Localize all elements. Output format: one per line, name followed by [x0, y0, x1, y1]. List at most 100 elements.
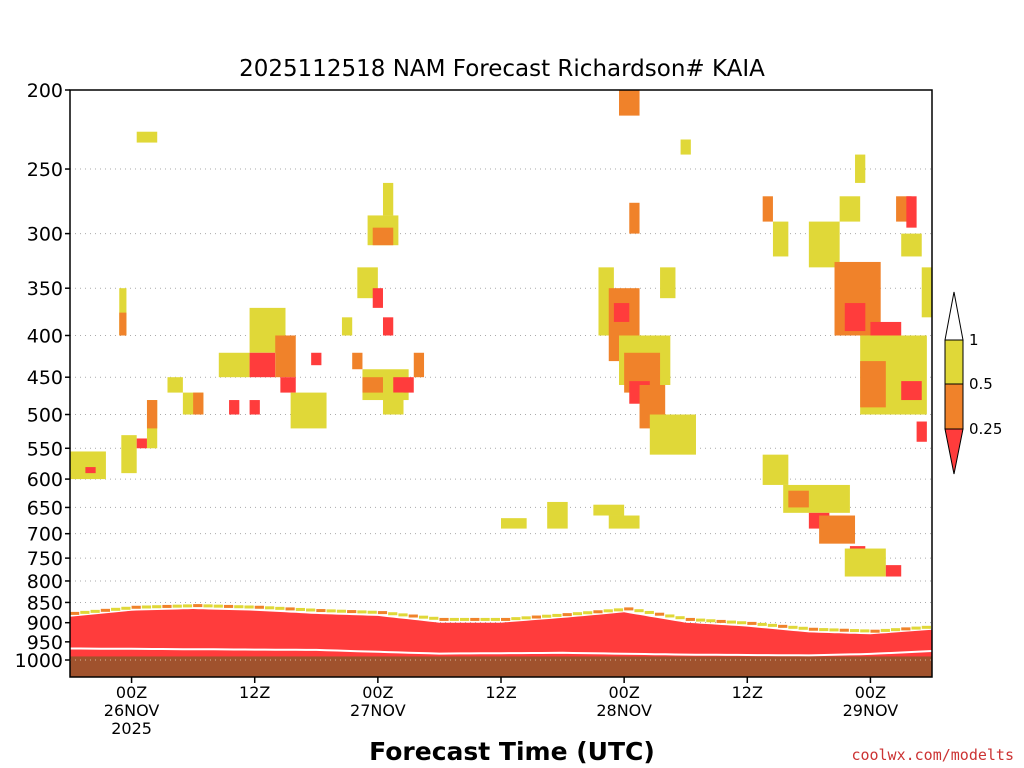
band-fringe-mark — [757, 622, 767, 626]
band-fringe-mark — [542, 614, 552, 618]
ri-patch-33 — [382, 392, 404, 415]
ri-patch-67 — [906, 196, 917, 228]
band-fringe-mark — [306, 608, 316, 612]
ri-patch-14 — [249, 400, 260, 415]
band-fringe-mark — [367, 610, 377, 614]
ri-patch-52 — [788, 490, 809, 508]
band-fringe-mark — [388, 612, 398, 616]
ri-patch-13 — [229, 400, 240, 415]
y-tick-label: 800 — [27, 571, 63, 593]
colorbar-under-triangle — [944, 428, 964, 475]
band-fringe-mark — [480, 617, 490, 621]
band-fringe-mark — [203, 604, 213, 608]
ri-patch-44 — [660, 267, 676, 299]
band-fringe-mark — [829, 628, 839, 632]
y-tick-label: 400 — [27, 325, 63, 347]
band-fringe-mark — [182, 604, 193, 608]
y-tick-label: 900 — [27, 613, 63, 635]
y-tick-label: 850 — [27, 592, 63, 614]
ri-patch-54 — [819, 515, 856, 544]
band-fringe-mark — [921, 625, 931, 629]
band-fringe-mark — [726, 620, 736, 624]
ri-patch-30 — [362, 377, 383, 393]
band-fringe-mark — [429, 616, 439, 620]
ri-patch-17 — [275, 335, 296, 378]
y-tick-label: 500 — [27, 405, 63, 427]
y-tick-label: 950 — [27, 632, 63, 654]
ri-patch-68 — [839, 196, 861, 222]
surface-line — [70, 647, 933, 657]
band-fringe-mark — [470, 617, 480, 621]
band-fringe-mark — [398, 613, 408, 617]
ri-patch-8 — [146, 400, 158, 429]
ri-patch-47 — [547, 501, 568, 529]
x-axis-label: Forecast Time (UTC) — [369, 737, 655, 766]
ri-patch-12 — [218, 352, 250, 378]
ri-patch-60 — [844, 303, 866, 332]
ri-patch-38 — [613, 303, 630, 322]
ri-patch-27 — [382, 317, 394, 336]
ri-patch-70 — [762, 196, 773, 222]
x-tick-label: 27NOV — [350, 701, 406, 720]
y-tick-label: 700 — [27, 524, 63, 546]
band-fringe-mark — [644, 610, 654, 614]
band-fringe-mark — [808, 627, 819, 631]
band-fringe-mark — [716, 619, 726, 623]
ri-patch-58 — [808, 221, 840, 268]
band-fringe-mark — [849, 629, 860, 633]
ri-patch-43 — [649, 414, 696, 455]
ri-patch-69 — [855, 154, 866, 183]
ri-patch-6 — [136, 438, 147, 449]
band-fringe-mark — [162, 604, 172, 608]
y-tick-label: 200 — [27, 80, 63, 102]
colorbar-label: 0.5 — [969, 375, 993, 393]
x-tick-label: 2025 — [111, 719, 152, 738]
ri-patch-16 — [249, 352, 276, 378]
band-fringe-mark — [901, 627, 911, 631]
band-fringe-mark — [223, 604, 234, 608]
band-fringe-mark — [90, 609, 100, 613]
low-level-band — [70, 609, 932, 660]
y-tick-label: 250 — [27, 159, 63, 181]
below-ground — [70, 656, 932, 677]
colorbar-bin-0 — [944, 339, 964, 385]
band-fringe-mark — [459, 617, 470, 621]
ri-patch-0 — [70, 451, 106, 480]
band-fringe-mark — [583, 611, 593, 615]
x-tick-label: 29NOV — [843, 701, 899, 720]
band-fringe-mark — [695, 618, 706, 622]
ri-patch-4 — [136, 131, 158, 143]
ri-patch-63 — [860, 361, 886, 408]
ri-patch-32 — [413, 352, 425, 378]
colorbar-label: 1 — [969, 331, 979, 349]
band-fringe-mark — [654, 612, 665, 616]
ri-patch-48 — [593, 504, 625, 516]
y-tick-label: 300 — [27, 224, 63, 246]
band-fringe-mark — [767, 623, 778, 627]
band-fringe-mark — [490, 617, 500, 621]
band-fringe-mark — [152, 605, 162, 609]
band-fringe-mark — [111, 607, 121, 611]
band-fringe-mark — [326, 609, 336, 613]
band-fringe-mark — [511, 617, 521, 621]
band-fringe-mark — [316, 609, 326, 613]
ri-patch-28 — [352, 352, 363, 370]
ri-patch-31 — [393, 377, 414, 393]
band-fringe-mark — [408, 614, 418, 618]
ri-patch-1 — [85, 467, 96, 474]
y-tick-label: 750 — [27, 548, 63, 570]
y-tick-label: 350 — [27, 278, 63, 300]
band-fringe-mark — [572, 612, 583, 616]
ri-patch-34 — [619, 90, 640, 116]
band-fringe-mark — [501, 617, 511, 621]
ri-patch-23 — [372, 227, 394, 246]
band-fringe-mark — [737, 621, 747, 625]
band-fringe-mark — [70, 611, 80, 615]
band-fringe-mark — [634, 609, 644, 613]
x-tick-label: 12Z — [485, 683, 516, 702]
ri-patch-2 — [119, 288, 127, 336]
band-fringe-mark — [131, 605, 141, 609]
ri-patch-64 — [901, 381, 922, 401]
band-fringe-mark — [706, 619, 716, 623]
colorbar-over-triangle — [944, 291, 964, 341]
